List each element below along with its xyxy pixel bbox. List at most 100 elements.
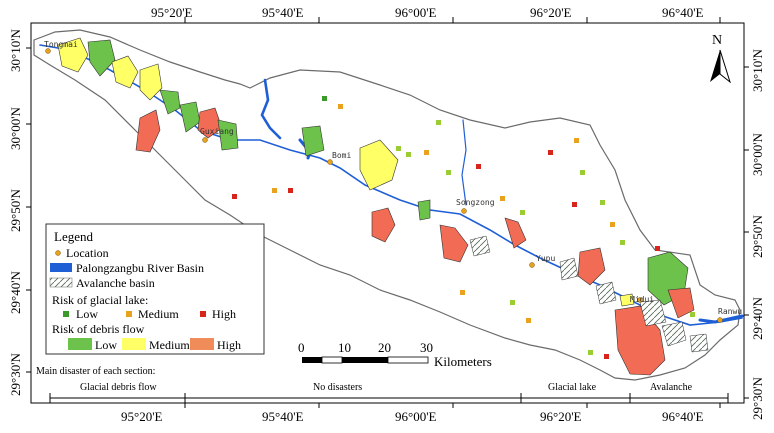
legend-lake-low-icon [63,311,69,317]
locations: Tongmai Guxiang Bomi Songzong Yupu Midui… [44,40,742,323]
north-arrow-icon [710,50,720,82]
bottom-tick-labels: 95°20'E 95°40'E 96°00'E 96°20'E 96°40'E [121,409,704,424]
debris-basin-medium [359,139,399,191]
debris-basin-medium [111,55,139,89]
glacial-lake-high [232,194,237,199]
debris-basin-high [504,217,527,249]
top-tick-label: 96°20'E [530,5,572,20]
glacial-lake-low [600,200,605,205]
legend-lake-low-label: Low [76,307,98,321]
avalanche-basins [469,235,709,353]
scale-segment [342,357,388,363]
legend-lake-medium-icon [126,311,132,317]
legend-avalanche-label: Avalanche basin [76,276,155,290]
right-tick-label: 29°50'N [750,214,765,258]
top-tick-labels: 95°20'E 95°40'E 96°00'E 96°20'E 96°40'E [151,5,704,20]
scale-segment [321,356,343,364]
place-label-tongmai: Tongmai [44,40,78,49]
location-marker [327,159,333,165]
glacial-lake-low [406,152,411,157]
avalanche-basin [469,235,491,257]
left-tick-label: 30°00'N [8,106,23,150]
location-marker [461,208,467,214]
glacial-lake-medium [424,150,429,155]
north-arrow-icon-half [719,49,731,84]
legend-river-label: Palongzangbu River Basin [76,261,204,275]
place-label-yupu: Yupu [536,254,555,263]
legend-debris-high-swatch [190,338,214,350]
left-tick-label: 30°10'N [8,28,23,72]
glacial-lake-low [396,146,401,151]
scale-label: 30 [420,340,433,355]
section-label: Glacial lake [548,382,597,393]
scale-label: 20 [378,340,391,355]
left-tick-label: 29°40'N [8,270,23,314]
right-tick-label: 30°00'N [750,132,765,176]
debris-basin-low [87,39,116,77]
scale-label: 10 [338,340,351,355]
legend-box [45,223,265,355]
location-marker [717,317,723,323]
place-label-songzong: Songzong [456,198,495,207]
glacial-lake-high [572,202,577,207]
glacial-lake-medium [574,138,579,143]
legend-debris-medium-swatch [122,338,146,350]
legend-debris-flow-title: Risk of debris flow [52,322,145,336]
left-tick-labels: 30°10'N 30°00'N 29°50'N 29°40'N 29°30'N [8,28,23,396]
legend-title: Legend [54,229,93,244]
glacial-lake-low [620,240,625,245]
glacial-lake-low [690,312,695,317]
glacial-lake-low [322,96,327,101]
glacial-lakes [232,96,695,359]
section-label: Avalanche [650,382,693,393]
debris-basin-high [135,109,161,153]
place-label-ranwu: Ranwu [718,307,742,316]
avalanche-basin [661,321,687,347]
glacial-lake-high [604,354,609,359]
debris-basin-high [439,224,469,263]
legend-debris-low-label: Low [95,338,117,352]
bottom-tick-label: 96°00'E [395,409,437,424]
glacial-lake-high [476,164,481,169]
legend-debris-low-swatch [68,338,92,350]
legend-glacial-lake-title: Risk of glacial lake: [52,293,148,307]
location-marker [202,137,208,143]
legend-debris-medium-label: Medium [149,338,190,352]
debris-basin-high [197,107,223,139]
glacial-lake-low [436,120,441,125]
right-tick-labels: 30°10'N 30°00'N 29°50'N 29°40'N 29°30'N [750,48,765,420]
bottom-tick-label: 95°20'E [121,409,163,424]
bottom-tick-label: 96°40'E [662,409,704,424]
legend-lake-medium-label: Medium [138,307,179,321]
location-marker [529,262,535,268]
left-tick-label: 29°50'N [8,188,23,232]
section-label: Glacial debris flow [80,382,157,393]
frame-ticks [26,17,749,408]
legend-avalanche-swatch [49,277,73,288]
north-arrow: N [710,33,731,84]
right-tick-label: 29°40'N [750,296,765,340]
avalanche-basin [559,257,579,281]
top-tick-label: 96°00'E [395,5,437,20]
avalanche-basin [639,299,667,327]
bottom-tick-label: 96°20'E [540,409,582,424]
glacial-lake-medium [610,222,615,227]
debris-basin-medium [619,293,635,307]
scale-segment [387,356,429,364]
avalanche-basin [689,333,709,353]
scale-segment [302,357,322,363]
glacial-lake-high [548,150,553,155]
glacial-lake-high [288,188,293,193]
debris-basin-low [417,199,431,221]
section-label: No disasters [313,382,362,393]
bottom-tick-label: 95°40'E [262,409,304,424]
glacial-lake-medium [338,104,343,109]
place-label-bomi: Bomi [332,151,351,160]
debris-basin-low [301,125,325,157]
top-tick-label: 95°40'E [262,5,304,20]
disaster-sections: Main disaster of each section: Glacial d… [36,366,729,403]
debris-basin-high [371,207,396,243]
glacial-lake-low [446,170,451,175]
glacial-lake-medium [526,318,531,323]
